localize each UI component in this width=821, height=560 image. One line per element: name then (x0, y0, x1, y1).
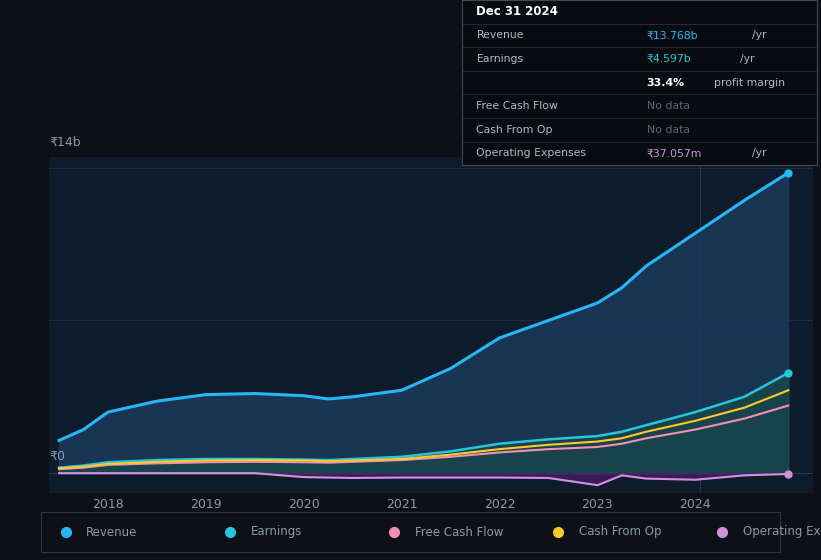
Text: ₹14b: ₹14b (49, 136, 81, 148)
Point (782, 469, 795, 478)
Text: Revenue: Revenue (86, 525, 138, 539)
FancyBboxPatch shape (41, 512, 780, 552)
Text: No data: No data (647, 101, 690, 111)
Text: ₹13.768b: ₹13.768b (647, 30, 699, 40)
Text: Earnings: Earnings (476, 54, 524, 64)
Text: ₹37.057m: ₹37.057m (647, 148, 702, 158)
Text: /yr: /yr (752, 148, 767, 158)
Text: ₹4.597b: ₹4.597b (647, 54, 691, 64)
Point (782, 368, 795, 377)
Text: Cash From Op: Cash From Op (476, 125, 553, 135)
Text: Revenue: Revenue (476, 30, 524, 40)
Text: ₹0: ₹0 (49, 450, 65, 463)
Text: Dec 31 2024: Dec 31 2024 (476, 5, 558, 18)
Point (782, 169, 795, 178)
Text: /yr: /yr (740, 54, 754, 64)
Text: profit margin: profit margin (714, 78, 785, 87)
Text: 33.4%: 33.4% (647, 78, 685, 87)
Text: Free Cash Flow: Free Cash Flow (476, 101, 558, 111)
Text: No data: No data (647, 125, 690, 135)
Text: Operating Expenses: Operating Expenses (476, 148, 586, 158)
Text: /yr: /yr (752, 30, 767, 40)
Text: Earnings: Earnings (250, 525, 302, 539)
Text: Operating Expenses: Operating Expenses (743, 525, 821, 539)
Text: Free Cash Flow: Free Cash Flow (415, 525, 503, 539)
Text: Cash From Op: Cash From Op (579, 525, 661, 539)
